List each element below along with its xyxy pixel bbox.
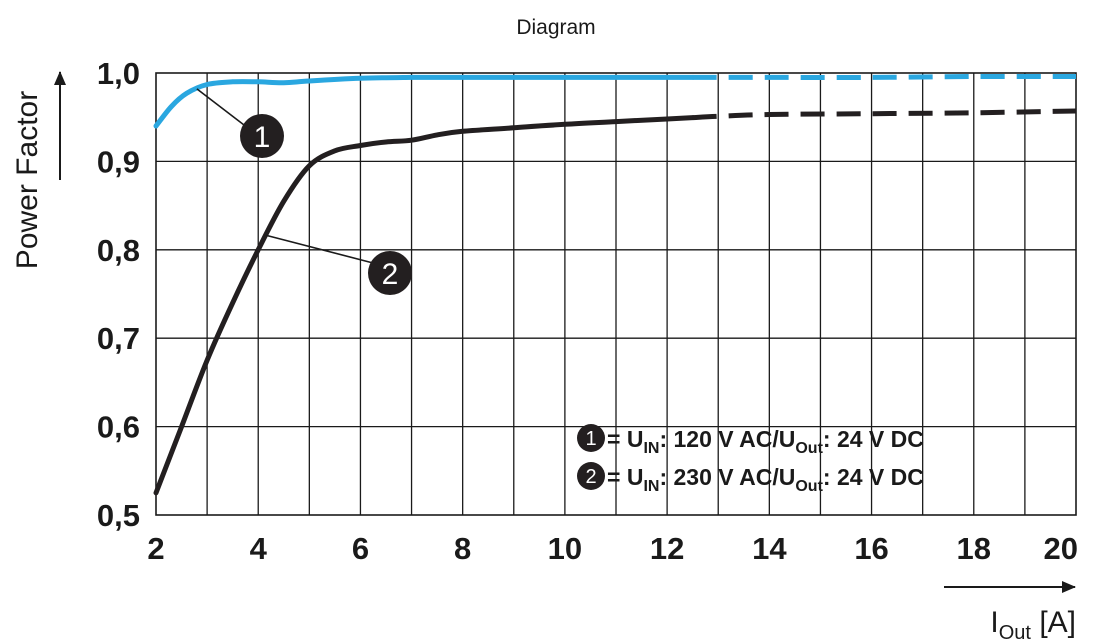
- legend: 1 = UIN: 120 V AC/UOut: 24 V DC 2 = UIN:…: [577, 424, 924, 495]
- legend-label-subscript: IN: [643, 478, 659, 495]
- legend-item-1: 1 = UIN: 120 V AC/UOut: 24 V DC: [577, 424, 924, 457]
- callout-number-2: 2: [382, 258, 399, 291]
- y-tick-label: 1,0: [97, 56, 140, 91]
- x-tick-label: 2: [147, 531, 164, 566]
- x-axis-label: IOut [A]: [990, 606, 1076, 641]
- legend-label-subscript: Out: [795, 440, 823, 457]
- y-axis-label-text: Power Factor: [11, 91, 44, 269]
- legend-label: = UIN: 120 V AC/UOut: 24 V DC: [607, 426, 924, 457]
- series-2-line: [153, 115, 696, 496]
- callout-leader-2: [265, 234, 374, 264]
- plot-frame: [155, 72, 1077, 516]
- x-tick-label: 18: [957, 531, 991, 566]
- callout-marker-2: [368, 251, 412, 295]
- series-1-projected-line: [692, 73, 1077, 80]
- series-2-projected-line: [692, 108, 1077, 121]
- x-tick-label: 8: [454, 531, 471, 566]
- legend-label-part: : 120 V AC/U: [659, 426, 795, 452]
- legend-label-part: = U: [607, 426, 643, 452]
- chart-title: Diagram: [516, 16, 595, 39]
- y-tick-label: 0,9: [97, 144, 140, 179]
- series-lines: [153, 73, 1077, 496]
- legend-label-part: : 24 V DC: [823, 464, 924, 490]
- legend-label-part: : 24 V DC: [823, 426, 924, 452]
- legend-label-subscript: IN: [643, 440, 659, 457]
- y-tick-label: 0,7: [97, 321, 140, 356]
- callout-marker-1: [240, 114, 284, 158]
- x-tick-label: 20: [1044, 531, 1078, 566]
- x-axis-label-main: I: [990, 606, 998, 639]
- x-tick-label: 6: [352, 531, 369, 566]
- legend-label-subscript: Out: [795, 478, 823, 495]
- y-axis-label: Power Factor: [11, 91, 44, 269]
- y-tick-labels: 0,5 0,6 0,7 0,8 0,9 1,0: [97, 56, 140, 533]
- legend-item-2: 2 = UIN: 230 V AC/UOut: 24 V DC: [577, 462, 924, 495]
- legend-label-part: = U: [607, 464, 643, 490]
- series-1-line: [153, 74, 696, 129]
- legend-label: = UIN: 230 V AC/UOut: 24 V DC: [607, 464, 924, 495]
- x-tick-label: 14: [752, 531, 787, 566]
- legend-label-part: : 230 V AC/U: [659, 464, 795, 490]
- y-tick-label: 0,6: [97, 410, 140, 445]
- y-tick-label: 0,8: [97, 233, 140, 268]
- legend-marker-1: [577, 424, 605, 452]
- legend-marker-number: 1: [585, 428, 596, 450]
- callout-number-1: 1: [254, 121, 271, 154]
- x-tick-label: 12: [650, 531, 684, 566]
- x-axis-label-unit: [A]: [1031, 606, 1076, 639]
- x-tick-labels: 2 4 6 8 10 12 14 16 18 20: [147, 531, 1078, 566]
- x-tick-label: 4: [250, 531, 268, 566]
- y-tick-label: 0,5: [97, 498, 140, 533]
- legend-marker-number: 2: [585, 466, 596, 488]
- x-tick-label: 16: [854, 531, 888, 566]
- grid: [156, 73, 1076, 515]
- legend-marker-2: [577, 462, 605, 490]
- series-callouts: 12: [196, 88, 412, 295]
- x-axis-label-subscript: Out: [999, 622, 1032, 641]
- callout-leader-1: [196, 88, 246, 127]
- x-tick-label: 10: [548, 531, 582, 566]
